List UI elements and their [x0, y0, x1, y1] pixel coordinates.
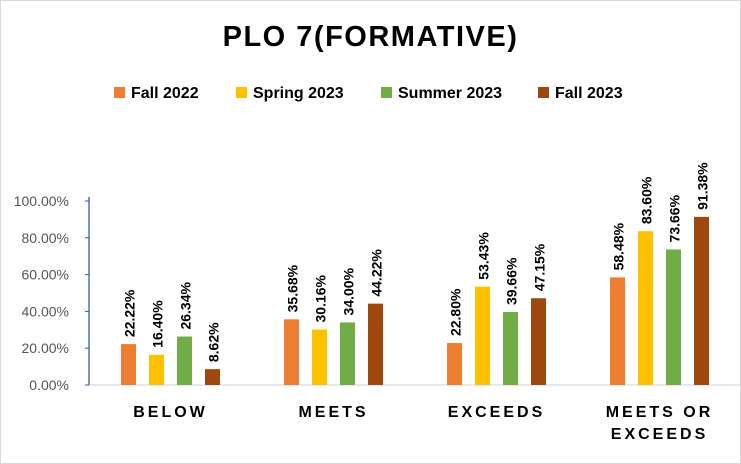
legend-swatch-3	[381, 87, 392, 98]
bar-3-3	[503, 312, 518, 385]
bar-2-2	[312, 329, 327, 385]
bar-2-1	[149, 354, 164, 385]
bar-3-2	[340, 322, 355, 385]
x-category-label: MEETS	[298, 404, 368, 421]
data-label: 91.38%	[695, 162, 711, 210]
y-tick-label: 20.00%	[22, 340, 69, 356]
legend-swatch-4	[538, 87, 549, 98]
bar-4-3	[531, 298, 546, 385]
bar-1-3	[447, 343, 462, 385]
bar-3-4	[666, 249, 681, 385]
bar-2-4	[638, 231, 653, 385]
data-label: 30.16%	[313, 274, 329, 322]
bar-1-2	[284, 319, 299, 385]
data-label: 39.66%	[504, 257, 520, 305]
data-label: 8.62%	[206, 322, 222, 362]
bar-4-1	[205, 369, 220, 385]
data-label: 47.15%	[532, 243, 548, 291]
x-category-label: BELOW	[133, 404, 208, 421]
y-tick-label: 80.00%	[22, 230, 69, 246]
y-tick-label: 0.00%	[29, 377, 69, 393]
bar-4-2	[368, 303, 383, 385]
data-label: 34.00%	[341, 267, 357, 315]
bar-1-1	[121, 344, 136, 385]
bar-4-4	[694, 216, 709, 385]
data-label: 44.22%	[369, 249, 385, 297]
data-label: 35.68%	[285, 264, 301, 312]
data-label: 73.66%	[667, 194, 683, 242]
legend-label-4: Fall 2023	[555, 85, 623, 102]
chart-title: PLO 7(FORMATIVE)	[222, 21, 519, 53]
legend-label-2: Spring 2023	[253, 85, 344, 102]
legend-swatch-2	[236, 87, 247, 98]
x-category-label: EXCEEDS	[448, 404, 545, 421]
bar-2-3	[475, 286, 490, 385]
data-label: 53.43%	[476, 232, 492, 280]
data-label: 22.22%	[122, 289, 138, 337]
data-label: 26.34%	[178, 282, 194, 330]
legend-swatch-1	[114, 87, 125, 98]
legend-label-3: Summer 2023	[398, 85, 502, 102]
data-label: 16.40%	[150, 300, 166, 348]
data-label: 83.60%	[639, 176, 655, 224]
data-label: 22.80%	[448, 288, 464, 336]
bar-1-4	[610, 277, 625, 385]
x-category-label: MEETS OR	[606, 404, 714, 421]
y-tick-label: 100.00%	[14, 193, 69, 209]
bar-3-1	[177, 336, 192, 385]
data-label: 58.48%	[611, 222, 627, 270]
x-category-label: EXCEEDS	[611, 426, 708, 443]
y-tick-label: 60.00%	[22, 267, 69, 283]
y-tick-label: 40.00%	[22, 303, 69, 319]
legend-label-1: Fall 2022	[131, 85, 199, 102]
